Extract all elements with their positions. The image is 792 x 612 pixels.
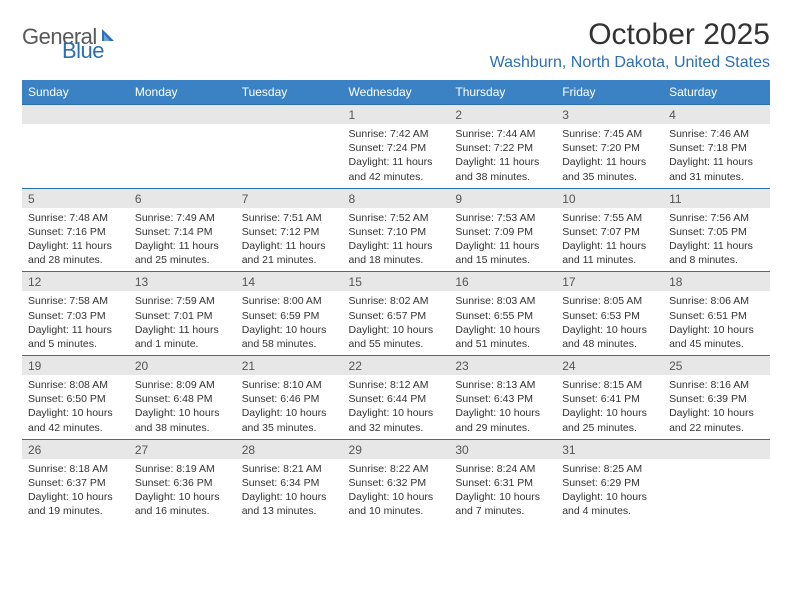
day-number: 23 (449, 356, 556, 375)
month-title: October 2025 (490, 18, 770, 52)
day-cell: Sunrise: 8:10 AMSunset: 6:46 PMDaylight:… (236, 375, 343, 439)
day-cell: Sunrise: 7:55 AMSunset: 7:07 PMDaylight:… (556, 208, 663, 272)
weekday-header: Friday (556, 80, 663, 105)
day-cell (129, 124, 236, 145)
day-number: 14 (236, 272, 343, 291)
day-number: 25 (663, 356, 770, 375)
day-number (236, 105, 343, 124)
week-content-row: Sunrise: 8:08 AMSunset: 6:50 PMDaylight:… (22, 375, 770, 439)
weekday-header: Monday (129, 80, 236, 105)
day-number: 28 (236, 440, 343, 459)
day-number: 8 (343, 189, 450, 208)
day-number-row: 12131415161718 (22, 272, 770, 292)
day-number: 15 (343, 272, 450, 291)
day-number: 10 (556, 189, 663, 208)
day-cell (236, 124, 343, 145)
week-content-row: Sunrise: 7:48 AMSunset: 7:16 PMDaylight:… (22, 208, 770, 272)
day-number: 30 (449, 440, 556, 459)
day-number: 2 (449, 105, 556, 124)
day-cell: Sunrise: 7:49 AMSunset: 7:14 PMDaylight:… (129, 208, 236, 272)
day-cell: Sunrise: 7:56 AMSunset: 7:05 PMDaylight:… (663, 208, 770, 272)
day-number: 16 (449, 272, 556, 291)
day-cell: Sunrise: 7:42 AMSunset: 7:24 PMDaylight:… (343, 124, 450, 188)
day-number: 18 (663, 272, 770, 291)
day-number: 11 (663, 189, 770, 208)
day-number-row: 1234 (22, 105, 770, 125)
day-number-row: 262728293031 (22, 439, 770, 459)
day-cell: Sunrise: 8:03 AMSunset: 6:55 PMDaylight:… (449, 291, 556, 355)
day-cell: Sunrise: 7:45 AMSunset: 7:20 PMDaylight:… (556, 124, 663, 188)
day-number: 13 (129, 272, 236, 291)
day-cell: Sunrise: 7:51 AMSunset: 7:12 PMDaylight:… (236, 208, 343, 272)
week-content-row: Sunrise: 8:18 AMSunset: 6:37 PMDaylight:… (22, 459, 770, 523)
day-number: 17 (556, 272, 663, 291)
day-cell: Sunrise: 8:06 AMSunset: 6:51 PMDaylight:… (663, 291, 770, 355)
title-block: October 2025 Washburn, North Dakota, Uni… (490, 18, 770, 72)
logo: General Blue (22, 18, 122, 50)
day-cell: Sunrise: 7:44 AMSunset: 7:22 PMDaylight:… (449, 124, 556, 188)
day-cell: Sunrise: 8:22 AMSunset: 6:32 PMDaylight:… (343, 459, 450, 523)
day-cell: Sunrise: 8:05 AMSunset: 6:53 PMDaylight:… (556, 291, 663, 355)
day-number: 7 (236, 189, 343, 208)
day-number: 1 (343, 105, 450, 124)
weekday-header: Tuesday (236, 80, 343, 105)
day-cell: Sunrise: 8:13 AMSunset: 6:43 PMDaylight:… (449, 375, 556, 439)
day-cell: Sunrise: 8:15 AMSunset: 6:41 PMDaylight:… (556, 375, 663, 439)
day-cell: Sunrise: 8:16 AMSunset: 6:39 PMDaylight:… (663, 375, 770, 439)
day-cell: Sunrise: 7:52 AMSunset: 7:10 PMDaylight:… (343, 208, 450, 272)
day-number: 19 (22, 356, 129, 375)
day-cell: Sunrise: 8:18 AMSunset: 6:37 PMDaylight:… (22, 459, 129, 523)
day-cell: Sunrise: 8:24 AMSunset: 6:31 PMDaylight:… (449, 459, 556, 523)
day-cell: Sunrise: 7:46 AMSunset: 7:18 PMDaylight:… (663, 124, 770, 188)
day-number-row: 567891011 (22, 188, 770, 208)
week-content-row: Sunrise: 7:58 AMSunset: 7:03 PMDaylight:… (22, 291, 770, 355)
weekday-header: Thursday (449, 80, 556, 105)
day-number: 24 (556, 356, 663, 375)
day-number (22, 105, 129, 124)
weekday-header: Saturday (663, 80, 770, 105)
day-cell: Sunrise: 8:21 AMSunset: 6:34 PMDaylight:… (236, 459, 343, 523)
day-number: 6 (129, 189, 236, 208)
day-cell: Sunrise: 7:58 AMSunset: 7:03 PMDaylight:… (22, 291, 129, 355)
day-cell (22, 124, 129, 145)
location-text: Washburn, North Dakota, United States (490, 54, 770, 72)
day-number: 21 (236, 356, 343, 375)
header: General Blue October 2025 Washburn, Nort… (22, 18, 770, 72)
day-cell (663, 459, 770, 480)
week-content-row: Sunrise: 7:42 AMSunset: 7:24 PMDaylight:… (22, 124, 770, 188)
day-number: 22 (343, 356, 450, 375)
day-cell: Sunrise: 8:00 AMSunset: 6:59 PMDaylight:… (236, 291, 343, 355)
weekday-header: Sunday (22, 80, 129, 105)
day-number-row: 19202122232425 (22, 356, 770, 376)
day-cell: Sunrise: 8:19 AMSunset: 6:36 PMDaylight:… (129, 459, 236, 523)
day-cell: Sunrise: 8:09 AMSunset: 6:48 PMDaylight:… (129, 375, 236, 439)
day-number: 29 (343, 440, 450, 459)
day-cell: Sunrise: 7:48 AMSunset: 7:16 PMDaylight:… (22, 208, 129, 272)
day-number: 26 (22, 440, 129, 459)
day-cell: Sunrise: 8:08 AMSunset: 6:50 PMDaylight:… (22, 375, 129, 439)
logo-text-blue: Blue (62, 38, 104, 64)
day-number: 5 (22, 189, 129, 208)
calendar-table: Sunday Monday Tuesday Wednesday Thursday… (22, 80, 770, 523)
weekday-header: Wednesday (343, 80, 450, 105)
day-number: 20 (129, 356, 236, 375)
day-number: 12 (22, 272, 129, 291)
day-number (663, 440, 770, 459)
day-number: 31 (556, 440, 663, 459)
day-cell: Sunrise: 8:02 AMSunset: 6:57 PMDaylight:… (343, 291, 450, 355)
day-cell: Sunrise: 8:25 AMSunset: 6:29 PMDaylight:… (556, 459, 663, 523)
weekday-header-row: Sunday Monday Tuesday Wednesday Thursday… (22, 80, 770, 105)
day-cell: Sunrise: 7:53 AMSunset: 7:09 PMDaylight:… (449, 208, 556, 272)
day-number: 3 (556, 105, 663, 124)
day-number: 9 (449, 189, 556, 208)
day-number: 27 (129, 440, 236, 459)
day-number: 4 (663, 105, 770, 124)
day-cell: Sunrise: 8:12 AMSunset: 6:44 PMDaylight:… (343, 375, 450, 439)
day-cell: Sunrise: 7:59 AMSunset: 7:01 PMDaylight:… (129, 291, 236, 355)
day-number (129, 105, 236, 124)
